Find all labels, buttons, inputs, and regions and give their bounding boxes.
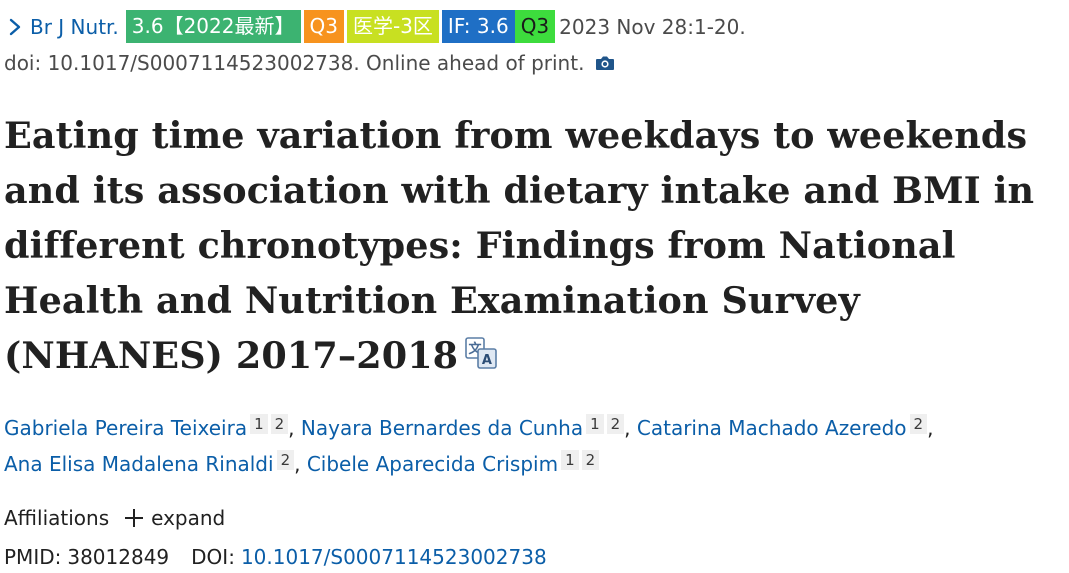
camera-icon[interactable] — [594, 52, 616, 74]
affiliation-ref[interactable]: 1 — [586, 414, 604, 434]
publication-date: 2023 Nov 28:1-20. — [559, 14, 746, 39]
citation-line: Br J Nutr. 3.6【2022最新】 Q3 医学-3区 IF: 3.6 … — [4, 10, 746, 43]
author-name-link[interactable]: Nayara Bernardes da Cunha — [300, 416, 584, 440]
affiliation-ref[interactable]: 2 — [581, 450, 600, 470]
doi-label: DOI: — [191, 545, 235, 569]
author-item: Nayara Bernardes da Cunha 1 2 — [300, 414, 625, 440]
doi-text: doi: 10.1017/S0007114523002738. Online a… — [4, 51, 585, 75]
author-list: Gabriela Pereira Teixeira 1 2, Nayara Bern… — [4, 414, 934, 476]
impact-2022-badge: 3.6【2022最新】 — [125, 10, 301, 43]
affiliation-ref[interactable]: 1 — [561, 450, 579, 470]
author-item: Ana Elisa Madalena Rinaldi 2 — [4, 450, 295, 476]
doi-line: doi: 10.1017/S0007114523002738. Online a… — [4, 49, 616, 77]
pmid-value: 38012849 — [67, 545, 170, 569]
affiliations-label: Affiliations — [4, 506, 110, 530]
article-title-text: Eating time variation from weekdays to w… — [4, 114, 1035, 377]
author-name-link[interactable]: Cibele Aparecida Crispim — [306, 452, 559, 476]
author-name-link[interactable]: Catarina Machado Azeredo — [636, 416, 907, 440]
affiliation-ref[interactable]: 2 — [909, 414, 928, 434]
journal-link[interactable]: Br J Nutr. — [30, 14, 119, 39]
affiliation-ref[interactable]: 2 — [270, 414, 289, 434]
author-item: Gabriela Pereira Teixeira 1 2 — [4, 414, 289, 440]
cas-zone-badge: 医学-3区 — [346, 10, 439, 43]
article-title: Eating time variation from weekdays to w… — [4, 108, 1066, 383]
svg-text:A: A — [482, 353, 492, 368]
affiliation-ref[interactable]: 1 — [250, 414, 268, 434]
author-name-link[interactable]: Ana Elisa Madalena Rinaldi — [4, 452, 274, 476]
author-item: Catarina Machado Azeredo 2 — [636, 414, 928, 440]
translate-icon[interactable]: 文 A — [464, 336, 498, 370]
jcr-quartile-badge: Q3 — [514, 10, 556, 43]
plus-icon[interactable] — [125, 509, 144, 527]
affiliation-ref[interactable]: 2 — [276, 450, 295, 470]
chevron-right-icon[interactable] — [4, 16, 26, 38]
doi-link[interactable]: 10.1017/S0007114523002738 — [240, 545, 547, 569]
identifiers-line: PMID: 38012849 DOI: 10.1017/S00071145230… — [4, 542, 547, 572]
pmid-label: PMID: — [4, 545, 62, 569]
quartile-badge: Q3 — [303, 10, 344, 43]
author-item: Cibele Aparecida Crispim 1 2 — [306, 450, 600, 476]
affiliations-section: Affiliations expand — [4, 503, 225, 533]
expand-affiliations-button[interactable]: expand — [151, 506, 226, 530]
impact-factor-badge: IF: 3.6 — [441, 10, 515, 43]
affiliation-ref[interactable]: 2 — [606, 414, 625, 434]
author-name-link[interactable]: Gabriela Pereira Teixeira — [4, 416, 248, 440]
